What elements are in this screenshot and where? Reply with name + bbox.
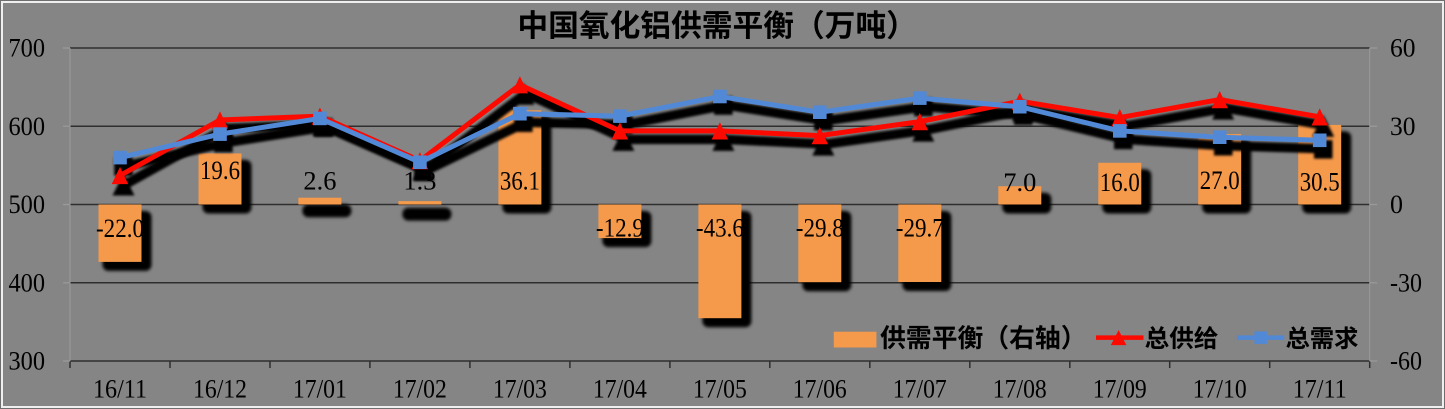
svg-text:30.5: 30.5 [1300,167,1340,196]
svg-text:17/04: 17/04 [593,374,647,403]
svg-text:-60: -60 [1390,347,1422,376]
svg-text:27.0: 27.0 [1200,166,1240,195]
svg-text:-43.6: -43.6 [696,213,744,242]
svg-text:17/02: 17/02 [393,374,447,403]
svg-text:17/01: 17/01 [293,374,347,403]
svg-text:60: 60 [1390,34,1416,63]
svg-text:17/10: 17/10 [1193,374,1247,403]
svg-text:500: 500 [9,190,46,219]
svg-text:16.0: 16.0 [1100,168,1140,197]
svg-text:-22.0: -22.0 [96,214,144,243]
svg-text:-29.7: -29.7 [896,213,944,242]
svg-text:0: 0 [1390,190,1403,219]
svg-text:36.1: 36.1 [500,167,540,196]
svg-text:300: 300 [9,347,46,376]
svg-text:17/05: 17/05 [693,374,747,403]
svg-text:17/09: 17/09 [1093,374,1147,403]
svg-text:17/08: 17/08 [993,374,1047,403]
svg-text:700: 700 [9,34,46,63]
svg-text:400: 400 [9,268,46,297]
svg-text:-29.8: -29.8 [796,213,844,242]
svg-text:17/06: 17/06 [793,374,847,403]
svg-text:30: 30 [1390,112,1416,141]
svg-text:16/12: 16/12 [193,374,247,403]
svg-text:17/03: 17/03 [493,374,547,403]
svg-text:17/11: 17/11 [1293,374,1347,403]
svg-text:16/11: 16/11 [93,374,147,403]
svg-text:7.0: 7.0 [1003,168,1036,197]
svg-text:-30: -30 [1390,268,1422,297]
svg-text:-12.9: -12.9 [596,213,644,242]
svg-text:19.6: 19.6 [200,156,240,185]
svg-text:600: 600 [9,112,46,141]
svg-text:17/07: 17/07 [893,374,947,403]
svg-text:2.6: 2.6 [303,166,336,195]
